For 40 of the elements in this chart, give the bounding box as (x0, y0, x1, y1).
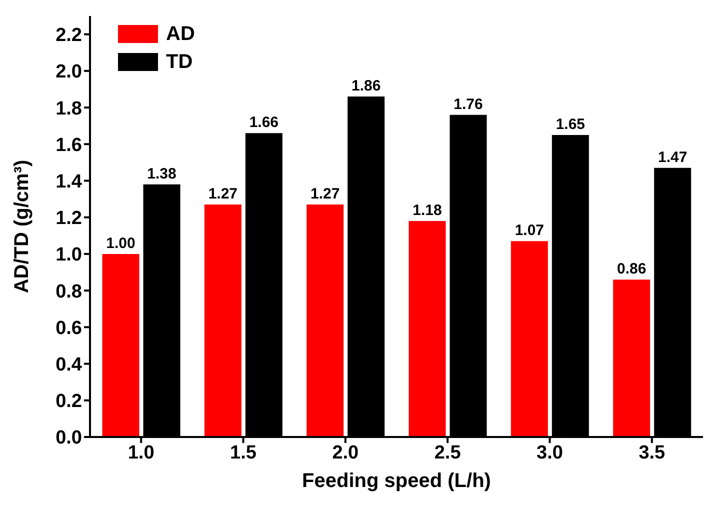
data-label: 1.76 (454, 96, 483, 113)
bar (510, 241, 548, 437)
y-tick-label: 0.2 (56, 391, 82, 412)
x-tick-label: 3.0 (536, 442, 563, 464)
data-label: 1.38 (147, 165, 176, 182)
y-tick-label: 1.0 (56, 244, 82, 266)
y-tick-label: 1.2 (56, 208, 82, 230)
x-tick-label: 1.0 (128, 442, 154, 464)
y-tick-label: 2.2 (56, 25, 82, 46)
x-tick-label: 1.5 (230, 442, 257, 464)
bar (102, 254, 140, 437)
legend-label: AD (166, 22, 195, 46)
data-label: 1.00 (106, 234, 136, 252)
y-tick-label: 0.4 (56, 354, 82, 376)
data-label: 1.18 (412, 202, 442, 220)
data-label: 1.86 (351, 78, 381, 95)
x-tick-label: 3.5 (638, 442, 666, 464)
y-axis-title: AD/TD (g/cm³) (11, 160, 34, 294)
data-label: 1.47 (658, 148, 688, 166)
data-label: 1.27 (208, 186, 238, 203)
y-tick-label: 0.0 (56, 428, 82, 449)
x-tick-label: 2.5 (434, 442, 462, 464)
x-axis-title: Feeding speed (L/h) (302, 470, 491, 492)
data-label: 1.66 (249, 114, 279, 132)
data-label: 1.65 (556, 116, 586, 133)
y-tick-label: 1.8 (56, 98, 82, 120)
y-tick-label: 1.4 (56, 171, 82, 192)
bar (408, 221, 446, 437)
y-tick-label: 0.8 (56, 281, 82, 302)
bar (306, 204, 344, 437)
bar (613, 280, 650, 437)
data-label: 0.86 (616, 260, 646, 278)
data-label: 1.07 (514, 222, 544, 240)
data-label: 1.27 (310, 186, 340, 203)
bar (204, 204, 242, 437)
legend-label: TD (166, 50, 193, 74)
x-tick-label: 2.0 (332, 442, 359, 464)
y-tick-label: 1.6 (56, 134, 82, 156)
y-tick-label: 2.0 (56, 62, 82, 83)
y-tick-label: 0.6 (56, 318, 82, 339)
